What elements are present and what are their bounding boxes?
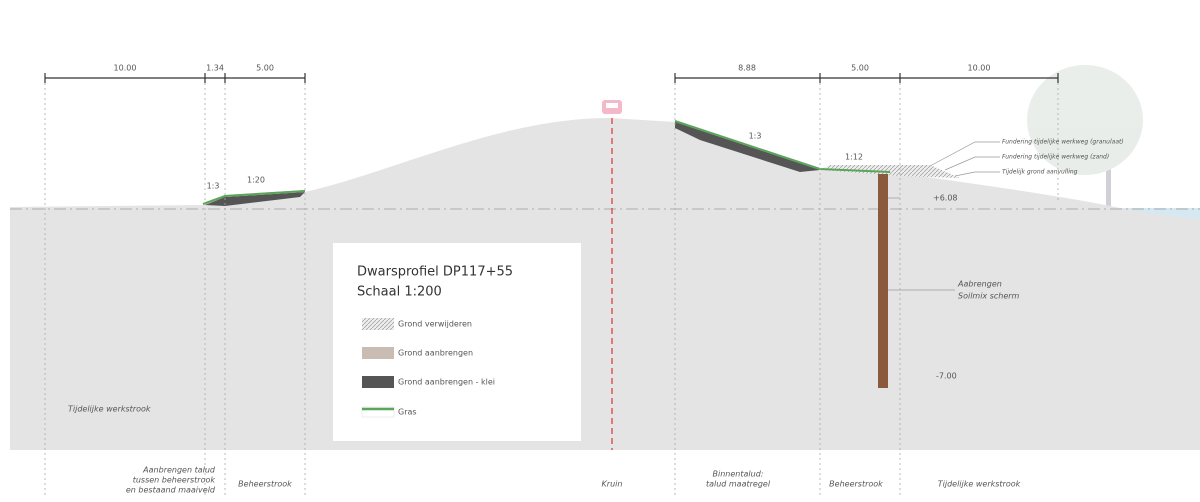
dimension: 5.00 <box>256 64 274 73</box>
level: -7.00 <box>936 372 957 381</box>
zone-label: Beheerstrook <box>829 480 883 489</box>
legend-item: Grond aanbrengen - klei <box>398 378 495 387</box>
legend: Dwarsprofiel DP117+55 Schaal 1:200 Grond… <box>333 243 581 441</box>
zone-label: Binnentalud: <box>713 470 764 479</box>
zone-label: Aanbrengen talud <box>142 466 216 475</box>
slope: 1:12 <box>845 153 863 162</box>
zone-label: Tijdelijke werkstrook <box>938 480 1021 489</box>
dimension: 5.00 <box>851 64 869 73</box>
layer-label: Fundering tijdelijke werkweg (granulaat) <box>1002 139 1124 146</box>
zone-label: talud maatregel <box>706 480 771 489</box>
car <box>602 100 622 114</box>
soilmix-label: Soilmix scherm <box>958 292 1020 301</box>
dimension: 10.00 <box>114 64 137 73</box>
layer-label: Fundering tijdelijke werkweg (zand) <box>1002 154 1109 161</box>
soilmix-wall <box>878 174 888 388</box>
slope: 1:3 <box>749 132 762 141</box>
slope: 1:20 <box>247 176 265 185</box>
leaders <box>888 141 1000 291</box>
ground <box>10 118 1200 450</box>
layer-label: Tijdelijk grond aanvulling <box>1002 169 1078 176</box>
level: +6.08 <box>933 194 958 203</box>
clay-fill <box>675 122 820 172</box>
dimension: 10.00 <box>968 64 991 73</box>
zone-label: Kruin <box>602 480 623 489</box>
zone-label: Tijdelijke werkstrook <box>68 405 151 414</box>
zone-label: tussen beheerstrook <box>133 476 216 485</box>
dimension: 8.88 <box>738 64 756 73</box>
clay-fill <box>205 192 305 206</box>
legend-scale: Schaal 1:200 <box>357 285 442 300</box>
soilmix-label: Aabrengen <box>957 280 1002 289</box>
legend-item: Grond verwijderen <box>398 320 472 329</box>
slope: 1:3 <box>207 182 220 191</box>
legend-title: Dwarsprofiel DP117+55 <box>357 265 513 280</box>
legend-item: Grond aanbrengen <box>398 349 473 358</box>
legend-item: Gras <box>398 408 417 417</box>
zone-lines <box>44 78 1059 495</box>
tree <box>1027 65 1143 210</box>
dimension: 1.34 <box>206 64 224 73</box>
zone-label: Beheerstrook <box>238 480 292 489</box>
dimension-bars <box>44 73 1059 83</box>
zone-label: en bestaand maaiveld <box>126 486 216 495</box>
